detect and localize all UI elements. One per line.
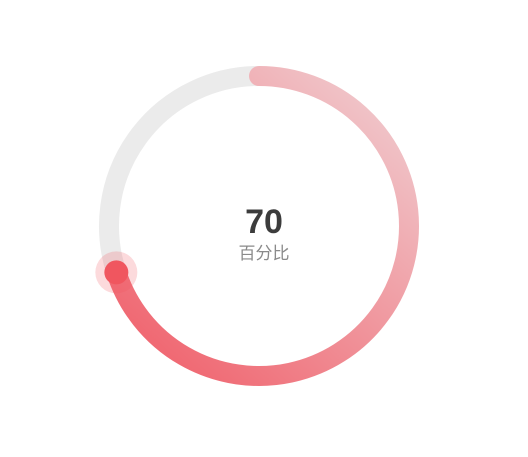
gauge-handle	[104, 260, 129, 285]
gauge-label: 百分比	[238, 244, 290, 264]
gauge-track	[99, 66, 269, 283]
gauge-value: 70	[245, 203, 283, 241]
gauge-progress-arc	[106, 66, 419, 386]
